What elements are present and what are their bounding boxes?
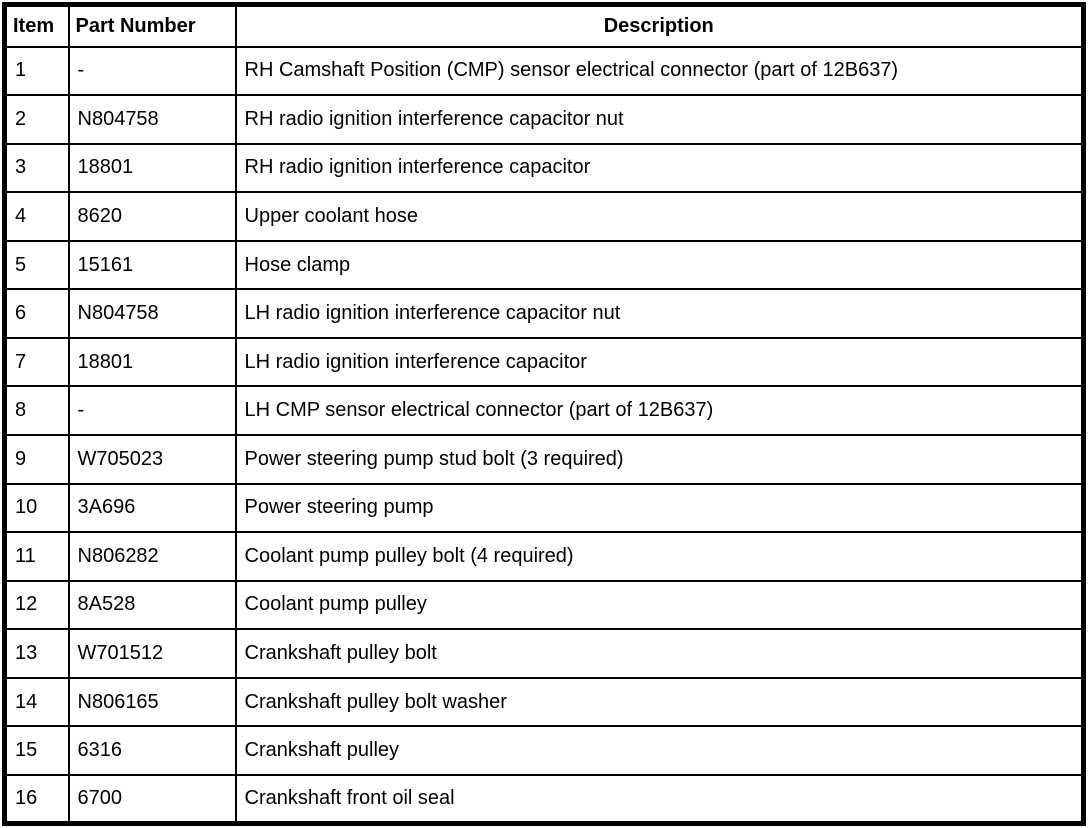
- parts-table-body: 1- RH Camshaft Position (CMP) sensor elec…: [3, 45, 1085, 825]
- cell-part-number: -: [67, 45, 237, 97]
- parts-table-header: Item Part Number Description: [3, 3, 1085, 48]
- cell-part-number: 6700: [67, 773, 237, 825]
- table-row: 1- RH Camshaft Position (CMP) sensor elec…: [3, 45, 1085, 97]
- cell-description: RH radio ignition interference capacitor: [234, 142, 1085, 194]
- cell-description: Crankshaft front oil seal: [234, 773, 1085, 825]
- cell-description: Upper coolant hose: [234, 191, 1085, 242]
- column-header-description: Description: [234, 3, 1085, 48]
- cell-item: 3: [3, 142, 70, 194]
- cell-description: Hose clamp: [234, 239, 1085, 291]
- table-row: 11 N806282 Coolant pump pulley bolt (4 req…: [3, 531, 1085, 582]
- cell-part-number: 15161: [67, 239, 237, 291]
- cell-part-number: W701512: [67, 628, 237, 679]
- table-row: 4 8620 Upper coolant hose: [3, 191, 1085, 242]
- table-row: 10 3A696 Power steering pump: [3, 482, 1085, 534]
- cell-description: RH radio ignition interference capacitor…: [234, 94, 1085, 145]
- cell-description: Crankshaft pulley bolt washer: [234, 676, 1085, 728]
- cell-part-number: N806165: [67, 676, 237, 728]
- cell-item: 1: [3, 45, 70, 97]
- cell-description: RH Camshaft Position (CMP) sensor electr…: [234, 45, 1085, 97]
- table-row: 2 N804758 RH radio ignition interference c…: [3, 94, 1085, 145]
- cell-item: 8: [3, 385, 70, 436]
- cell-part-number: 6316: [67, 725, 237, 776]
- cell-description: Power steering pump stud bolt (3 require…: [234, 434, 1085, 485]
- cell-item: 7: [3, 336, 70, 388]
- table-row: 13 W701512 Crankshaft pulley bolt: [3, 628, 1085, 679]
- cell-description: Coolant pump pulley: [234, 579, 1085, 631]
- cell-part-number: 18801: [67, 336, 237, 388]
- cell-item: 4: [3, 191, 70, 242]
- table-row: 6 N804758 LH radio ignition interference c…: [3, 288, 1085, 339]
- table-row: 12 8A528 Coolant pump pulley: [3, 579, 1085, 631]
- cell-description: LH CMP sensor electrical connector (part…: [234, 385, 1085, 436]
- cell-description: Crankshaft pulley bolt: [234, 628, 1085, 679]
- cell-part-number: 8A528: [67, 579, 237, 631]
- table-row: 8- LH CMP sensor electrical connector (pa…: [3, 385, 1085, 436]
- cell-description: Crankshaft pulley: [234, 725, 1085, 776]
- cell-part-number: N804758: [67, 288, 237, 339]
- cell-description: Coolant pump pulley bolt (4 required): [234, 531, 1085, 582]
- cell-description: Power steering pump: [234, 482, 1085, 534]
- cell-item: 13: [3, 628, 70, 679]
- cell-item: 6: [3, 288, 70, 339]
- cell-part-number: -: [67, 385, 237, 436]
- column-header-item: Item: [3, 3, 70, 48]
- cell-description: LH radio ignition interference capacitor: [234, 336, 1085, 388]
- cell-part-number: 8620: [67, 191, 237, 242]
- cell-part-number: 18801: [67, 142, 237, 194]
- table-row: 5 15161 Hose clamp: [3, 239, 1085, 291]
- table-row: 15 6316 Crankshaft pulley: [3, 725, 1085, 776]
- table-row: 9 W705023 Power steering pump stud bolt (3…: [3, 434, 1085, 485]
- cell-part-number: N806282: [67, 531, 237, 582]
- cell-item: 15: [3, 725, 70, 776]
- table-row: 16 6700 Crankshaft front oil seal: [3, 773, 1085, 825]
- column-header-part-number: Part Number: [67, 3, 237, 48]
- cell-item: 10: [3, 482, 70, 534]
- cell-item: 16: [3, 773, 70, 825]
- cell-part-number: W705023: [67, 434, 237, 485]
- table-row: 7 18801 LH radio ignition interference cap…: [3, 336, 1085, 388]
- table-row: 3 18801 RH radio ignition interference cap…: [3, 142, 1085, 194]
- cell-description: LH radio ignition interference capacitor…: [234, 288, 1085, 339]
- cell-item: 14: [3, 676, 70, 728]
- cell-item: 11: [3, 531, 70, 582]
- cell-item: 5: [3, 239, 70, 291]
- cell-item: 9: [3, 434, 70, 485]
- cell-part-number: 3A696: [67, 482, 237, 534]
- table-row: 14 N806165 Crankshaft pulley bolt washer: [3, 676, 1085, 728]
- cell-item: 2: [3, 94, 70, 145]
- header-row: Item Part Number Description: [3, 3, 1085, 48]
- cell-part-number: N804758: [67, 94, 237, 145]
- cell-item: 12: [3, 579, 70, 631]
